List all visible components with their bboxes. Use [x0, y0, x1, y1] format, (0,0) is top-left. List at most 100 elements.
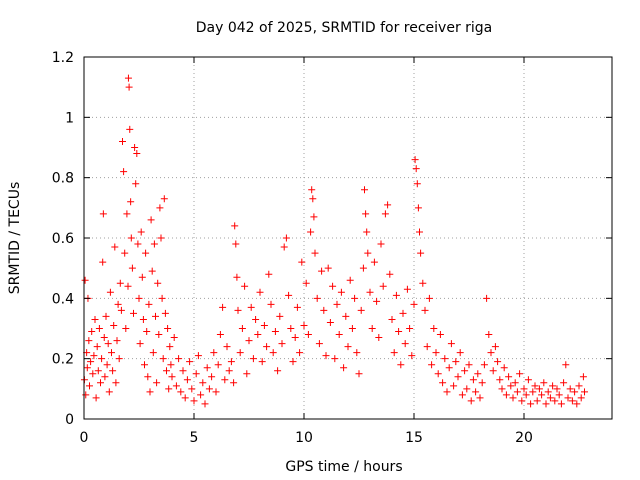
- data-point: [331, 355, 339, 363]
- data-point: [524, 376, 532, 384]
- data-point: [461, 367, 469, 375]
- data-point: [377, 240, 385, 248]
- data-point: [230, 379, 238, 387]
- data-point: [144, 373, 152, 381]
- data-point: [498, 385, 506, 393]
- data-point: [445, 364, 453, 372]
- data-point: [115, 355, 123, 363]
- data-point: [109, 367, 117, 375]
- data-point: [293, 303, 301, 311]
- data-point: [410, 300, 418, 308]
- data-point: [516, 370, 524, 378]
- data-point: [425, 294, 433, 302]
- data-point: [165, 385, 173, 393]
- data-point: [388, 315, 396, 323]
- data-point: [94, 367, 102, 375]
- data-point: [153, 379, 161, 387]
- data-point: [238, 325, 246, 332]
- data-point: [421, 306, 429, 314]
- data-point: [361, 186, 368, 194]
- data-point: [342, 312, 350, 320]
- data-point: [99, 210, 107, 218]
- data-point: [529, 388, 537, 396]
- data-point: [544, 388, 552, 396]
- data-point: [412, 165, 420, 173]
- data-point: [160, 195, 168, 203]
- data-point: [430, 325, 438, 332]
- data-point: [307, 228, 315, 236]
- data-point: [337, 288, 345, 296]
- y-axis-title: SRMTID / TECUs: [7, 182, 23, 295]
- data-point: [163, 367, 170, 375]
- data-point: [478, 379, 486, 387]
- data-point: [208, 373, 216, 381]
- data-point: [298, 258, 306, 266]
- data-point: [507, 382, 515, 390]
- data-point: [417, 249, 425, 257]
- data-point: [183, 376, 191, 384]
- data-point: [133, 150, 141, 158]
- data-point: [439, 379, 447, 387]
- data-point: [520, 385, 528, 393]
- data-point: [562, 361, 570, 369]
- y-tick-label: 1: [65, 110, 74, 126]
- data-point: [278, 340, 286, 348]
- data-point: [502, 391, 510, 399]
- data-point: [326, 318, 334, 326]
- data-point: [221, 376, 229, 384]
- data-point: [538, 391, 546, 399]
- data-point: [116, 279, 124, 287]
- data-point: [579, 373, 587, 381]
- data-point: [146, 388, 154, 396]
- data-point: [93, 343, 101, 351]
- data-point: [308, 186, 316, 194]
- data-point: [241, 282, 249, 290]
- data-point: [450, 382, 458, 390]
- data-point: [85, 337, 93, 345]
- data-point: [280, 243, 288, 251]
- x-tick-label: 15: [405, 430, 423, 446]
- data-point: [364, 249, 372, 257]
- data-point: [505, 373, 513, 381]
- x-axis-title: GPS time / hours: [285, 459, 402, 475]
- data-point: [172, 382, 180, 390]
- data-point: [106, 288, 114, 296]
- data-point: [181, 394, 189, 402]
- data-point: [256, 288, 264, 296]
- data-point: [494, 358, 502, 366]
- data-point: [161, 309, 169, 317]
- data-point: [103, 361, 111, 369]
- data-point: [219, 303, 227, 311]
- data-point: [368, 325, 376, 332]
- data-point: [83, 364, 91, 372]
- data-point: [234, 306, 242, 314]
- data-point: [557, 400, 565, 408]
- data-point: [287, 325, 295, 332]
- data-point: [335, 331, 343, 339]
- data-point: [452, 358, 460, 366]
- data-point: [91, 315, 99, 323]
- data-point: [413, 180, 421, 188]
- data-point: [104, 340, 112, 348]
- data-point: [119, 137, 126, 145]
- data-point: [348, 325, 356, 332]
- data-point: [135, 294, 143, 302]
- data-point: [496, 376, 504, 384]
- data-point: [487, 349, 495, 357]
- data-point: [134, 240, 142, 248]
- data-point: [254, 331, 262, 339]
- data-point: [333, 300, 341, 308]
- data-point: [397, 361, 405, 369]
- data-point: [231, 222, 239, 230]
- data-point: [216, 331, 224, 339]
- data-point: [315, 340, 323, 348]
- data-point: [269, 349, 277, 357]
- data-point: [137, 228, 145, 236]
- data-point: [108, 349, 115, 357]
- data-point: [164, 325, 172, 332]
- data-point: [168, 373, 176, 381]
- data-point: [390, 349, 398, 357]
- data-point: [179, 367, 187, 375]
- data-point: [156, 204, 164, 212]
